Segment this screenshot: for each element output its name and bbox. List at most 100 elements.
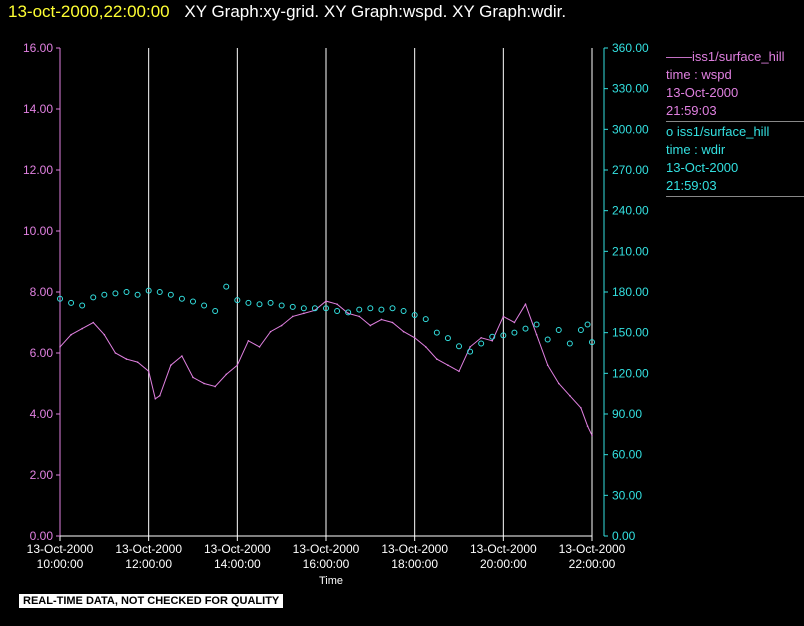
y-left-tick-label: 6.00 xyxy=(30,346,54,360)
y-right-tick-label: 240.00 xyxy=(612,204,649,218)
chart-header: 13-oct-2000,22:00:00 XY Graph:xy-grid. X… xyxy=(8,2,566,22)
legend: ——iss1/surface_hill time : wspd 13-Oct-2… xyxy=(666,48,804,198)
y-right-tick-label: 30.00 xyxy=(612,488,642,502)
wdir-marker xyxy=(356,306,363,313)
wspd-point xyxy=(236,364,239,367)
wspd-point xyxy=(114,352,117,354)
wspd-point xyxy=(591,434,593,437)
wspd-point xyxy=(247,340,250,342)
wspd-point xyxy=(535,333,538,336)
legend-wdir: o iss1/surface_hill time : wdir 13-Oct-2… xyxy=(666,123,804,197)
x-tick-time: 18:00:00 xyxy=(391,557,438,571)
wdir-marker xyxy=(584,321,591,328)
wdir-marker xyxy=(444,335,451,342)
y-right-tick-label: 210.00 xyxy=(612,244,649,258)
wdir-marker xyxy=(234,297,241,304)
wdir-marker xyxy=(212,307,219,314)
y-left-tick-label: 2.00 xyxy=(30,468,54,482)
wspd-point xyxy=(546,364,549,367)
wspd-point xyxy=(203,382,205,385)
wspd-point xyxy=(103,333,106,336)
x-tick-date: 13-Oct-2000 xyxy=(204,542,271,556)
wdir-marker xyxy=(256,301,263,308)
wspd-point xyxy=(192,376,194,379)
x-tick-date: 13-Oct-2000 xyxy=(559,542,626,556)
wdir-marker xyxy=(156,289,163,295)
quality-warning: REAL-TIME DATA, NOT CHECKED FOR QUALITY xyxy=(19,594,284,608)
x-tick-date: 13-Oct-2000 xyxy=(115,542,182,556)
wspd-point xyxy=(358,315,361,318)
y-left-tick-label: 8.00 xyxy=(30,285,54,299)
wspd-point xyxy=(258,346,261,348)
y-right-tick-label: 150.00 xyxy=(612,326,649,340)
wspd-point xyxy=(524,303,527,306)
wdir-marker xyxy=(489,333,496,340)
wspd-point xyxy=(502,315,505,318)
y-right-tick-label: 180.00 xyxy=(612,285,649,299)
legend-series-name: iss1/surface_hill xyxy=(692,49,785,64)
y-right-tick-label: 300.00 xyxy=(612,122,649,136)
wspd-point xyxy=(125,358,128,360)
wspd-point xyxy=(303,312,305,315)
y-right-tick-label: 60.00 xyxy=(612,448,642,462)
wspd-point xyxy=(557,382,560,385)
legend-date: 13-Oct-2000 xyxy=(666,160,739,175)
wdir-marker xyxy=(68,299,75,306)
y-right-tick-label: 90.00 xyxy=(612,407,642,421)
wdir-marker xyxy=(378,306,385,313)
y-left-tick-label: 16.00 xyxy=(23,41,53,55)
wspd-point xyxy=(154,397,157,400)
wdir-marker xyxy=(478,340,485,347)
wspd-point xyxy=(436,358,438,360)
wspd-point xyxy=(81,327,83,330)
wspd-point xyxy=(225,373,228,376)
wdir-marker xyxy=(500,332,507,339)
wdir-marker xyxy=(367,305,374,312)
x-tick-date: 13-Oct-2000 xyxy=(293,542,360,556)
wspd-point xyxy=(269,330,272,333)
wdir-marker xyxy=(389,305,396,312)
wdir-marker xyxy=(456,343,462,350)
wdir-marker xyxy=(511,329,518,336)
wdir-marker xyxy=(566,340,573,347)
legend-field: time : wspd xyxy=(666,67,732,82)
x-tick-date: 13-Oct-2000 xyxy=(470,542,537,556)
legend-time: 21:59:03 xyxy=(666,103,717,118)
wdir-marker xyxy=(267,299,274,306)
wdir-marker xyxy=(190,298,196,305)
x-tick-time: 12:00:00 xyxy=(125,557,172,571)
y-right-tick-label: 360.00 xyxy=(612,41,649,55)
wdir-marker xyxy=(522,325,529,332)
y-left-tick-label: 0.00 xyxy=(30,529,54,543)
x-tick-time: 14:00:00 xyxy=(214,557,261,571)
wdir-marker xyxy=(79,302,86,309)
wdir-marker xyxy=(112,290,119,297)
line-marker: —— xyxy=(666,49,692,64)
wdir-marker xyxy=(577,326,584,333)
legend-wspd: ——iss1/surface_hill time : wspd 13-Oct-2… xyxy=(666,48,804,122)
legend-field: time : wdir xyxy=(666,142,726,157)
wspd-point xyxy=(347,312,349,315)
wdir-marker xyxy=(278,302,285,309)
wspd-point xyxy=(158,394,161,397)
wspd-point xyxy=(336,303,338,306)
wspd-point xyxy=(586,425,589,428)
x-tick-date: 13-Oct-2000 xyxy=(27,542,94,556)
wspd-point xyxy=(280,324,283,327)
legend-date: 13-Oct-2000 xyxy=(666,85,739,100)
wspd-point xyxy=(458,370,460,373)
y-right-tick-label: 120.00 xyxy=(612,366,649,380)
y-right-tick-label: 270.00 xyxy=(612,163,649,177)
x-tick-time: 16:00:00 xyxy=(303,557,350,571)
wspd-point xyxy=(391,321,394,324)
y-left-tick-label: 4.00 xyxy=(30,407,54,421)
legend-time: 21:59:03 xyxy=(666,178,717,193)
wspd-point xyxy=(170,364,172,367)
wspd-point xyxy=(59,346,61,348)
wspd-point xyxy=(424,346,427,348)
wdir-marker xyxy=(334,307,341,314)
wspd-point xyxy=(92,321,95,324)
wdir-marker xyxy=(411,312,418,319)
wdir-marker xyxy=(533,321,540,328)
timestamp: 13-oct-2000,22:00:00 xyxy=(8,2,170,21)
